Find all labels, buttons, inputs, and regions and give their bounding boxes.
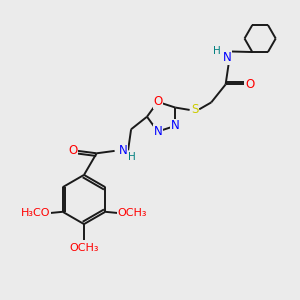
- Text: O: O: [68, 144, 77, 158]
- Text: N: N: [171, 119, 180, 132]
- Text: O: O: [153, 95, 162, 108]
- Text: S: S: [191, 103, 199, 116]
- Text: H: H: [213, 46, 221, 56]
- Text: N: N: [118, 144, 127, 158]
- Text: N: N: [223, 51, 232, 64]
- Text: O: O: [246, 78, 255, 91]
- Text: H₃CO: H₃CO: [21, 208, 50, 218]
- Text: OCH₃: OCH₃: [69, 243, 99, 253]
- Text: OCH₃: OCH₃: [118, 208, 147, 218]
- Text: H: H: [128, 152, 136, 163]
- Text: N: N: [153, 125, 162, 138]
